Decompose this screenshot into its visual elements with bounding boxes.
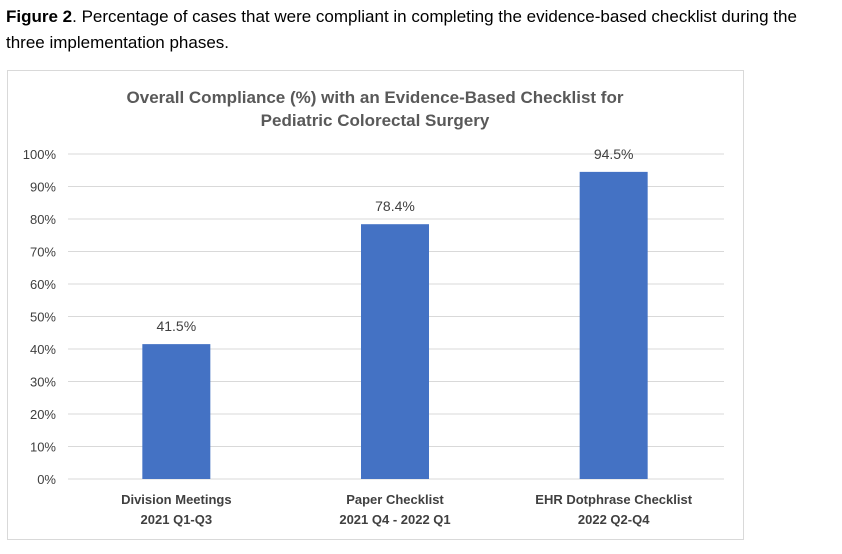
figure-caption-text: . Percentage of cases that were complian…	[6, 7, 797, 52]
x-axis-categories: Division Meetings 2021 Q1-Q3 Paper Checkli…	[121, 492, 693, 527]
bar-value-label: 94.5%	[594, 146, 634, 162]
y-tick-label: 70%	[30, 245, 56, 260]
y-tick-label: 10%	[30, 440, 56, 455]
y-tick-label: 80%	[30, 212, 56, 227]
figure-label: Figure 2	[6, 7, 73, 26]
chart-title-line: Overall Compliance (%) with an Evidence-…	[127, 88, 624, 107]
y-tick-label: 20%	[30, 407, 56, 422]
bar-value-label: 78.4%	[375, 198, 415, 214]
y-tick-label: 30%	[30, 375, 56, 390]
x-category-label: 2022 Q2-Q4	[578, 512, 650, 527]
bar-value-label: 41.5%	[156, 318, 196, 334]
y-axis-ticks: 0% 10% 20% 30% 40% 50% 60% 70% 80% 90% 100%	[23, 147, 57, 487]
x-category-label: Division Meetings	[121, 492, 232, 507]
bar	[361, 224, 429, 479]
x-category-label: EHR Dotphrase Checklist	[535, 492, 692, 507]
data-labels: 41.5% 78.4% 94.5%	[156, 146, 633, 334]
x-category-label: 2021 Q4 - 2022 Q1	[339, 512, 450, 527]
chart-title-line: Pediatric Colorectal Surgery	[261, 111, 490, 130]
bar	[579, 171, 648, 479]
bars	[142, 171, 648, 479]
y-tick-label: 40%	[30, 342, 56, 357]
figure-caption: Figure 2. Percentage of cases that were …	[6, 4, 836, 56]
chart-title: Overall Compliance (%) with an Evidence-…	[127, 88, 624, 130]
y-tick-label: 0%	[37, 472, 56, 487]
y-tick-label: 90%	[30, 180, 56, 195]
x-category-label: 2021 Q1-Q3	[141, 512, 213, 527]
bar	[142, 344, 211, 479]
x-category-label: Paper Checklist	[346, 492, 444, 507]
y-tick-label: 60%	[30, 277, 56, 292]
y-tick-label: 100%	[23, 147, 57, 162]
y-tick-label: 50%	[30, 310, 56, 325]
